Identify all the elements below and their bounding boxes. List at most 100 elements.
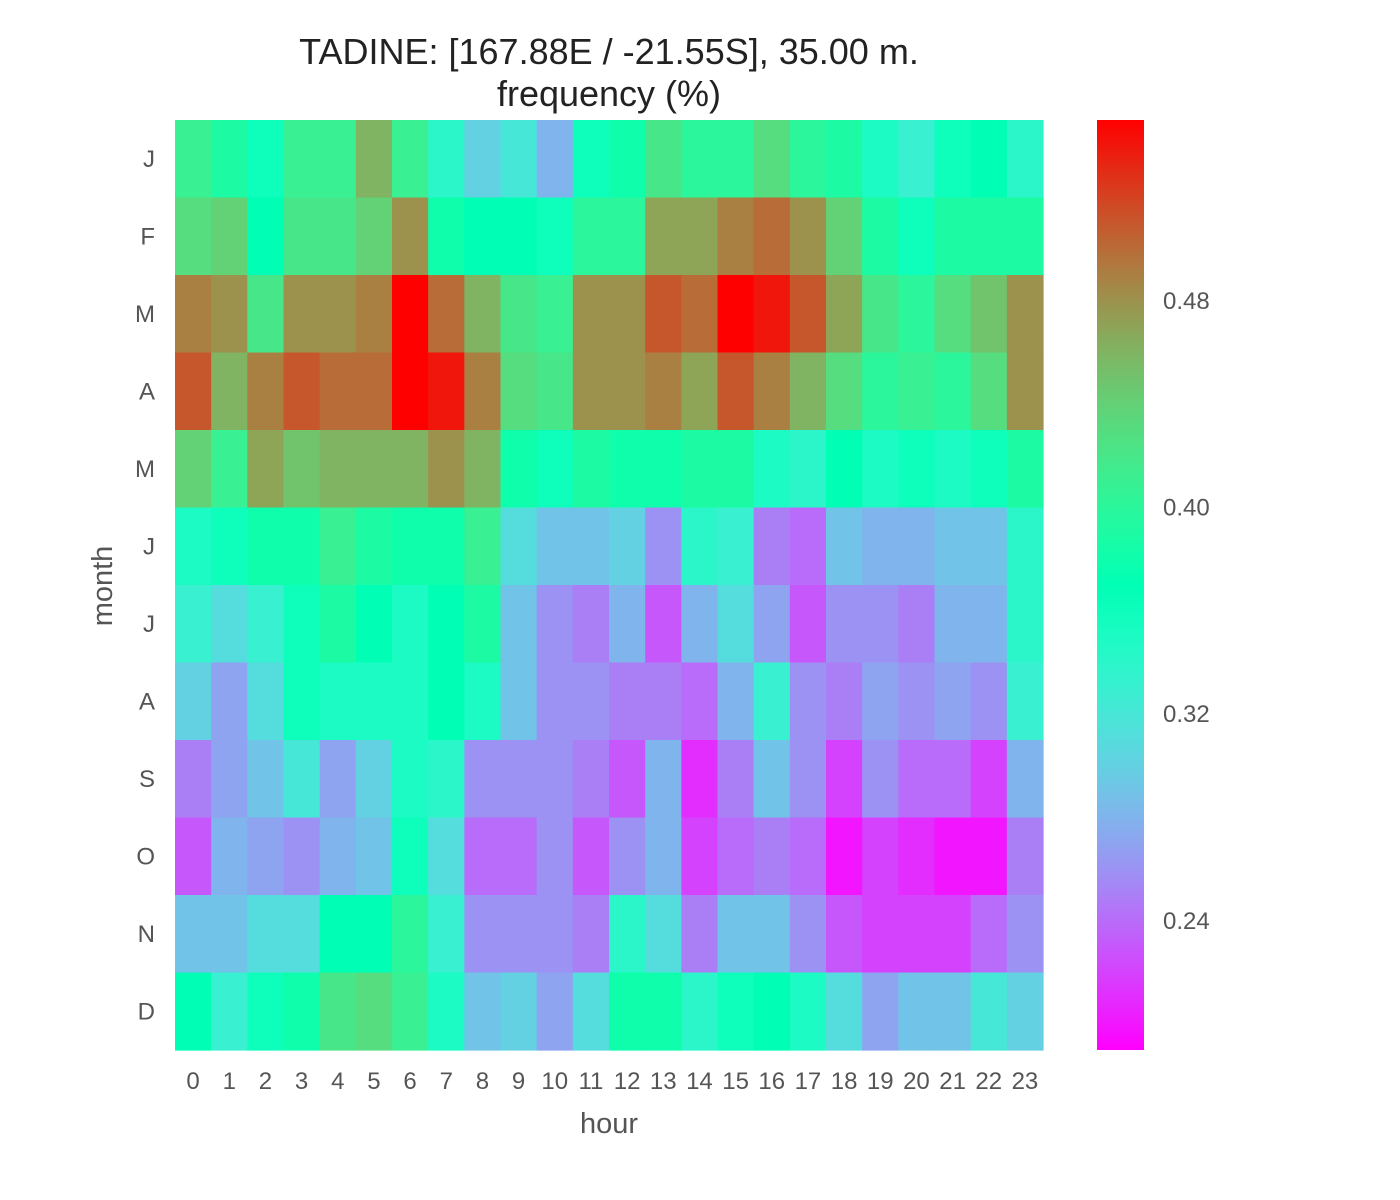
heatmap-cell [609, 740, 646, 819]
heatmap-cell [319, 895, 357, 974]
y-tick-label: M [135, 301, 155, 328]
heatmap-cell [536, 275, 574, 354]
heatmap-cell [572, 972, 610, 1051]
heatmap-cell [355, 662, 393, 741]
heatmap-cell [175, 662, 212, 741]
heatmap-cell [862, 740, 899, 819]
chart-subtitle: frequency (%) [497, 73, 721, 114]
heatmap-cell [862, 585, 899, 664]
heatmap-cell [283, 662, 321, 741]
heatmap-cell [319, 585, 357, 664]
heatmap-cell [826, 430, 863, 509]
heatmap-cell [464, 430, 502, 509]
heatmap-cell [1006, 197, 1044, 276]
heatmap-cell [355, 197, 393, 276]
heatmap-cell [789, 895, 827, 974]
y-tick-label: A [139, 688, 155, 715]
heatmap-cell [898, 197, 936, 276]
heatmap-cell [753, 740, 791, 819]
colorbar-tick-label: 0.40 [1163, 495, 1210, 522]
heatmap-cell [645, 197, 682, 276]
heatmap-cell [753, 120, 791, 199]
heatmap-cell [536, 120, 574, 199]
heatmap-cell [572, 430, 610, 509]
heatmap-cell [645, 507, 682, 586]
heatmap-cell [247, 817, 285, 896]
y-tick-labels: J F M A M J J A S O N D [135, 146, 155, 1026]
heatmap-cell [464, 352, 502, 431]
heatmap-cell [572, 817, 610, 896]
heatmap-cell [572, 585, 610, 664]
heatmap-cell [934, 585, 972, 664]
y-tick-label: S [139, 766, 155, 793]
heatmap-cell [536, 507, 574, 586]
heatmap-cell [609, 430, 646, 509]
heatmap-cells [175, 120, 1044, 1051]
heatmap-cell [572, 507, 610, 586]
heatmap-cell [681, 507, 719, 586]
heatmap-cell [175, 740, 212, 819]
heatmap-cell [970, 662, 1008, 741]
heatmap-cell [609, 275, 646, 354]
heatmap-cell [934, 895, 972, 974]
heatmap-cell [753, 197, 791, 276]
heatmap-cell [572, 662, 610, 741]
heatmap-cell [464, 585, 502, 664]
heatmap-cell [970, 817, 1008, 896]
x-tick-label: 10 [541, 1068, 568, 1095]
heatmap-cell [609, 197, 646, 276]
heatmap-cell [826, 120, 863, 199]
x-axis-label: hour [580, 1108, 638, 1140]
heatmap-cell [970, 585, 1008, 664]
heatmap-cell [789, 662, 827, 741]
heatmap-cell [970, 430, 1008, 509]
heatmap-cell [681, 895, 719, 974]
heatmap-cell [753, 895, 791, 974]
heatmap-cell [970, 895, 1008, 974]
heatmap-cell [211, 662, 248, 741]
heatmap-cell [898, 662, 936, 741]
heatmap-cell [247, 972, 285, 1051]
heatmap-cell [934, 197, 972, 276]
heatmap-cell [1006, 895, 1044, 974]
heatmap-cell [645, 817, 682, 896]
heatmap-cell [898, 895, 936, 974]
heatmap-cell [211, 895, 248, 974]
heatmap-cell [681, 972, 719, 1051]
heatmap-cell [934, 430, 972, 509]
heatmap-cell [247, 585, 285, 664]
heatmap-cell [862, 197, 899, 276]
heatmap-cell [175, 197, 212, 276]
heatmap-cell [609, 120, 646, 199]
heatmap-cell [175, 507, 212, 586]
heatmap-cell [753, 817, 791, 896]
heatmap-cell [319, 972, 357, 1051]
heatmap-cell [283, 740, 321, 819]
heatmap-cell [319, 662, 357, 741]
heatmap-cell [934, 352, 972, 431]
heatmap-cell [898, 120, 936, 199]
heatmap-cell [500, 275, 538, 354]
heatmap-cell [500, 895, 538, 974]
heatmap-cell [355, 740, 393, 819]
heatmap-cell [609, 507, 646, 586]
heatmap-cell [211, 352, 248, 431]
y-tick-label: J [143, 611, 155, 638]
heatmap-cell [970, 197, 1008, 276]
heatmap-cell [319, 120, 357, 199]
heatmap-cell [717, 740, 755, 819]
heatmap-cell [392, 662, 429, 741]
heatmap-cell [645, 662, 682, 741]
heatmap-cell [175, 275, 212, 354]
heatmap-cell [464, 740, 502, 819]
x-tick-labels: 0 1 2 3 4 5 6 7 8 9 10 11 12 13 14 15 16 17 18 19 20 21 22 23 [186, 1068, 1038, 1095]
heatmap-cell [500, 585, 538, 664]
heatmap-cell [428, 972, 465, 1051]
heatmap-cell [355, 352, 393, 431]
heatmap-cell [392, 972, 429, 1051]
x-tick-label: 16 [758, 1068, 785, 1095]
heatmap-cell [789, 275, 827, 354]
heatmap-cell [464, 120, 502, 199]
x-tick-label: 9 [512, 1068, 525, 1095]
heatmap-cell [681, 275, 719, 354]
